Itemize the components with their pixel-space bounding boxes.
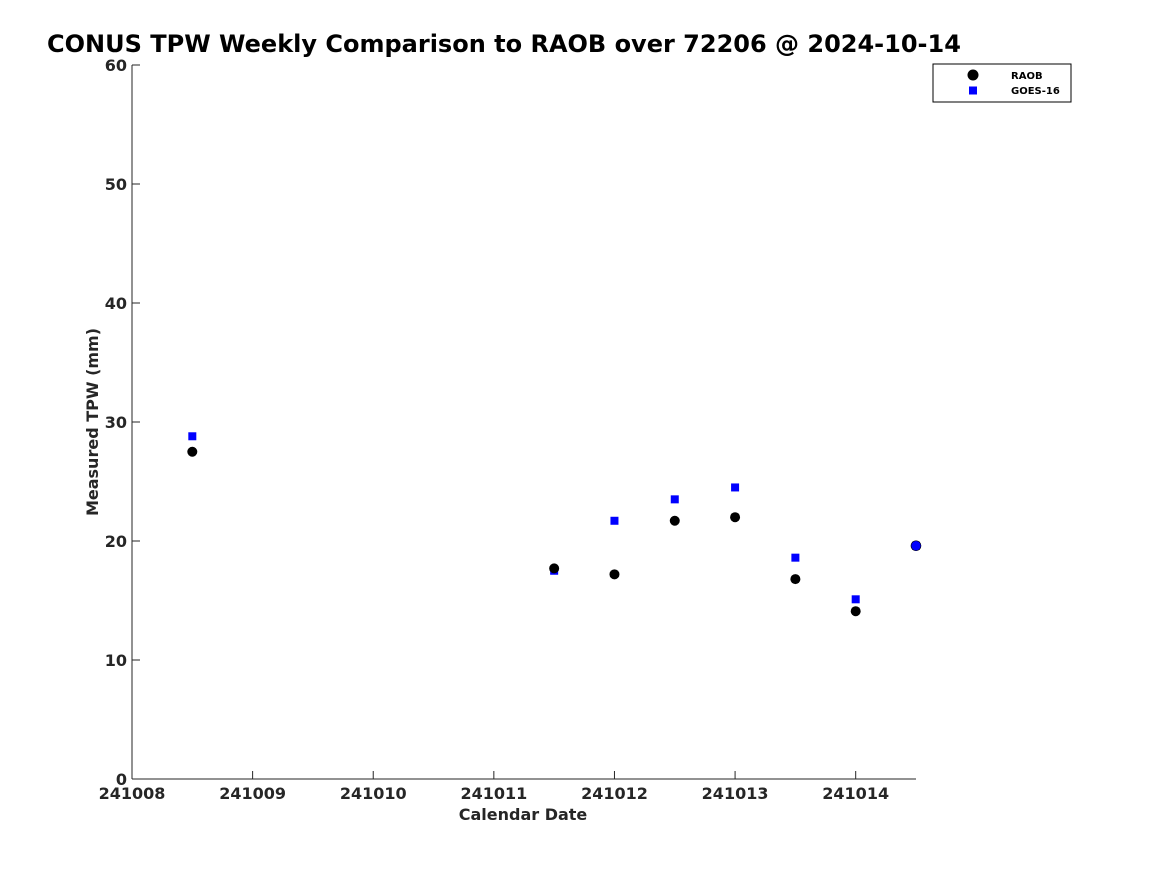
legend-label-raob: RAOB <box>1011 71 1043 82</box>
raob-point <box>609 569 620 580</box>
raob-point <box>187 446 198 457</box>
data-points <box>187 432 922 617</box>
overlap-point <box>910 540 922 552</box>
legend-box <box>932 63 1072 103</box>
goes16-point <box>731 483 740 492</box>
y-axis-ticks: 0 10 20 30 40 50 60 <box>105 56 140 789</box>
legend-marker-goes16 <box>969 86 977 95</box>
x-tick-label: 241010 <box>340 784 407 803</box>
y-tick-label: 10 <box>105 651 127 670</box>
raob-point <box>790 574 801 585</box>
raob-point <box>669 515 680 526</box>
legend: RAOB GOES-16 <box>932 63 1072 103</box>
x-tick-label: 241014 <box>822 784 889 803</box>
y-axis-label: Measured TPW (mm) <box>83 328 102 516</box>
y-tick-label: 20 <box>105 532 127 551</box>
raob-point <box>730 512 741 523</box>
y-tick-label: 30 <box>105 413 127 432</box>
x-tick-label: 241009 <box>219 784 286 803</box>
x-axis-ticks: 241008 241009 241010 241011 241012 241013 2410… <box>99 771 889 803</box>
goes16-point <box>851 595 860 604</box>
plot-area <box>131 65 916 780</box>
y-tick-label: 60 <box>105 56 127 75</box>
goes16-point <box>188 432 197 441</box>
legend-marker-raob <box>967 69 979 81</box>
x-tick-label: 241012 <box>581 784 648 803</box>
goes16-point <box>670 495 679 504</box>
legend-label-goes16: GOES-16 <box>1011 86 1060 97</box>
goes16-point <box>610 516 619 525</box>
y-tick-label: 0 <box>116 770 127 789</box>
x-tick-label: 241008 <box>99 784 166 803</box>
goes16-point <box>791 553 800 562</box>
chart-title: CONUS TPW Weekly Comparison to RAOB over… <box>47 30 961 58</box>
x-tick-label: 241011 <box>460 784 527 803</box>
x-tick-label: 241013 <box>702 784 769 803</box>
y-tick-label: 50 <box>105 175 127 194</box>
y-tick-label: 40 <box>105 294 127 313</box>
x-axis-label: Calendar Date <box>459 805 588 824</box>
raob-point <box>850 606 861 617</box>
raob-point <box>549 563 560 574</box>
